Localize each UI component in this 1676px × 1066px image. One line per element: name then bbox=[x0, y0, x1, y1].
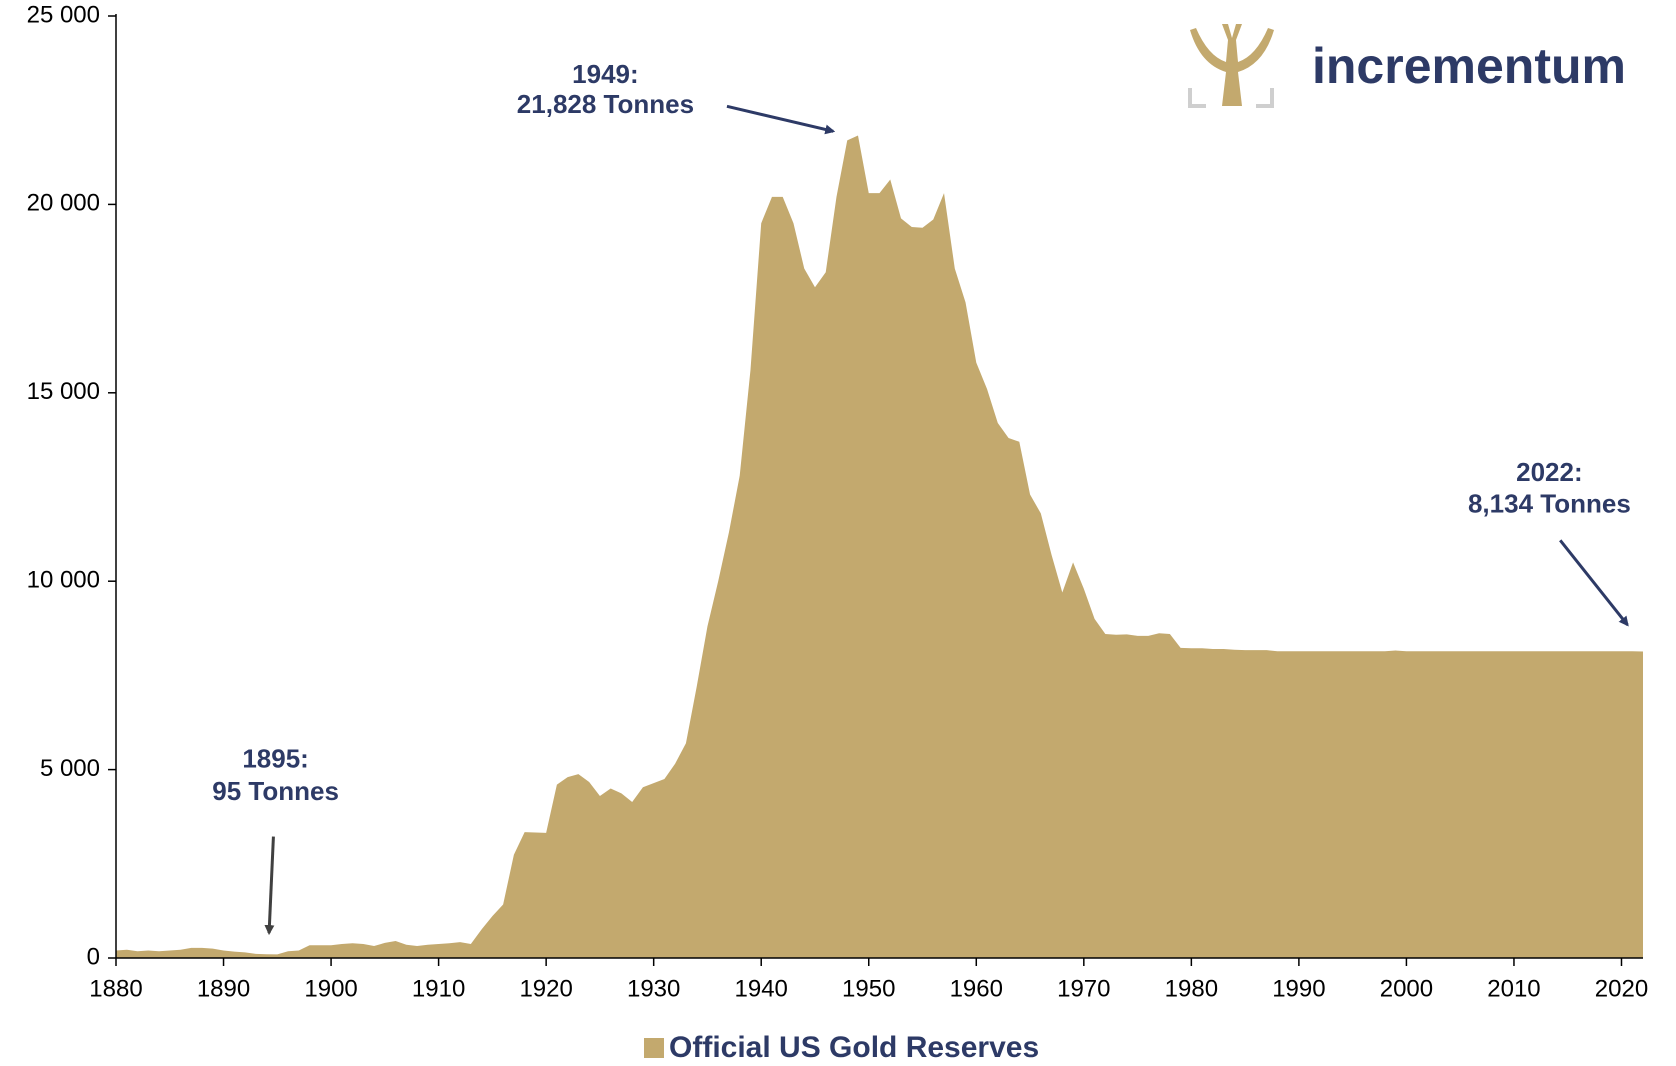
logo-bracket bbox=[1188, 88, 1274, 108]
x-tick-label: 2020 bbox=[1595, 975, 1648, 1002]
x-tick-label: 1950 bbox=[842, 975, 895, 1002]
x-tick-label: 1910 bbox=[412, 975, 465, 1002]
y-tick-label: 25 000 bbox=[27, 1, 100, 28]
y-tick-label: 0 bbox=[87, 943, 100, 970]
x-tick-label: 1920 bbox=[519, 975, 572, 1002]
x-tick-label: 1960 bbox=[950, 975, 1003, 1002]
legend-label: Official US Gold Reserves bbox=[669, 1031, 1039, 1064]
x-tick-label: 2010 bbox=[1487, 975, 1540, 1002]
x-tick-label: 1980 bbox=[1165, 975, 1218, 1002]
x-tick-label: 1880 bbox=[89, 975, 142, 1002]
annotation: 95 Tonnes bbox=[212, 776, 339, 806]
annotation: 1949: bbox=[572, 59, 639, 89]
x-tick-label: 1970 bbox=[1057, 975, 1110, 1002]
x-tick-label: 1930 bbox=[627, 975, 680, 1002]
logo-tree bbox=[1190, 24, 1274, 106]
y-tick-label: 5 000 bbox=[40, 755, 100, 782]
annotation: 2022: bbox=[1516, 457, 1583, 487]
logo: incrementum bbox=[1188, 24, 1626, 108]
annotation: 21,828 Tonnes bbox=[517, 89, 694, 119]
annotation: 1895: bbox=[242, 743, 309, 773]
annotation-arrow bbox=[726, 104, 836, 135]
annotation: 8,134 Tonnes bbox=[1468, 488, 1631, 518]
y-tick-label: 10 000 bbox=[27, 567, 100, 594]
x-tick-label: 1900 bbox=[304, 975, 357, 1002]
x-tick-label: 1890 bbox=[197, 975, 250, 1002]
x-tick-label: 1940 bbox=[735, 975, 788, 1002]
annotation-arrow bbox=[264, 836, 275, 936]
y-tick-label: 15 000 bbox=[27, 378, 100, 405]
legend-swatch bbox=[644, 1038, 664, 1058]
area bbox=[116, 135, 1643, 958]
logo-text: incrementum bbox=[1312, 38, 1626, 94]
y-tick-label: 20 000 bbox=[27, 190, 100, 217]
legend: Official US Gold Reserves bbox=[644, 1031, 1039, 1064]
annotation-arrow bbox=[1559, 539, 1629, 627]
x-tick-label: 2000 bbox=[1380, 975, 1433, 1002]
x-tick-label: 1990 bbox=[1272, 975, 1325, 1002]
